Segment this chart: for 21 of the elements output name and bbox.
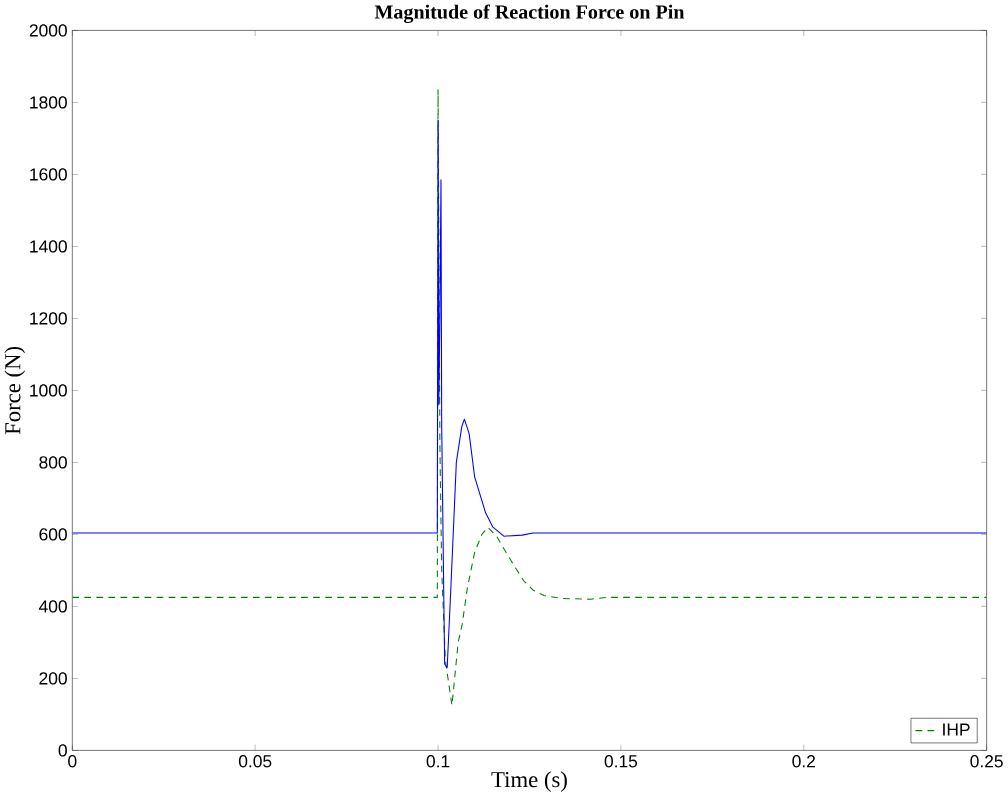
x-tick-label: 0.2 <box>792 754 815 768</box>
x-tick-label: 0.1 <box>426 754 450 768</box>
y-tick-label: 200 <box>39 672 67 685</box>
y-tick-label: 1000 <box>30 384 67 397</box>
y-tick-label: 1400 <box>30 240 67 253</box>
y-tick-label: 2000 <box>29 24 67 37</box>
y-tick-label: 0 <box>58 744 67 757</box>
legend-label: IHP <box>943 723 970 736</box>
x-tick-label: 0 <box>68 754 77 768</box>
y-tick-label: 1800 <box>30 96 67 109</box>
x-tick-label: 0.05 <box>238 754 272 768</box>
chart-title: Magnitude of Reaction Force on Pin <box>374 4 685 23</box>
x-tick-label: 0.15 <box>604 754 638 768</box>
x-axis-title: Time (s) <box>491 771 567 792</box>
y-tick-label: 1200 <box>30 312 67 325</box>
y-tick-label: 800 <box>39 456 67 469</box>
y-tick-label: 600 <box>39 528 67 541</box>
y-tick-label: 1600 <box>30 168 67 181</box>
y-axis-title: Force (N) <box>4 346 26 435</box>
x-tick-label: 0.25 <box>970 754 1003 768</box>
y-tick-label: 400 <box>38 600 67 613</box>
